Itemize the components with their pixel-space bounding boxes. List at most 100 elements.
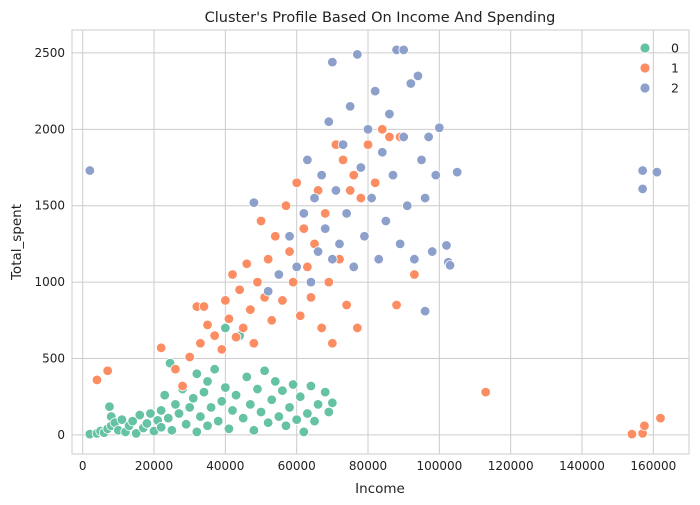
data-point-cluster-0 bbox=[170, 399, 181, 410]
legend-label: 2 bbox=[671, 81, 679, 96]
data-point-cluster-0 bbox=[302, 408, 313, 419]
data-point-cluster-1 bbox=[102, 365, 113, 376]
data-point-cluster-1 bbox=[202, 319, 213, 331]
data-point-cluster-2 bbox=[362, 124, 374, 135]
data-point-cluster-2 bbox=[398, 131, 409, 143]
data-point-cluster-2 bbox=[341, 208, 352, 219]
legend-label: 1 bbox=[671, 61, 679, 76]
data-point-cluster-0 bbox=[320, 386, 331, 398]
data-point-cluster-0 bbox=[295, 391, 306, 402]
data-point-cluster-1 bbox=[323, 276, 334, 288]
data-point-cluster-2 bbox=[405, 78, 417, 89]
data-point-cluster-2 bbox=[373, 253, 384, 265]
y-tick-label: 2500 bbox=[34, 46, 65, 60]
data-point-cluster-1 bbox=[337, 154, 349, 166]
data-point-cluster-2 bbox=[637, 183, 648, 195]
data-point-cluster-0 bbox=[252, 383, 263, 395]
data-point-cluster-2 bbox=[451, 166, 463, 178]
data-point-cluster-2 bbox=[334, 238, 345, 250]
data-point-cluster-0 bbox=[312, 399, 324, 410]
data-point-cluster-1 bbox=[344, 185, 356, 196]
data-point-cluster-0 bbox=[266, 394, 277, 405]
data-point-cluster-2 bbox=[369, 85, 381, 97]
x-tick-label: 20000 bbox=[135, 459, 173, 473]
data-point-cluster-1 bbox=[234, 284, 245, 295]
data-point-cluster-2 bbox=[84, 165, 96, 176]
data-point-cluster-1 bbox=[237, 322, 249, 334]
x-tick-label: 100000 bbox=[416, 459, 462, 473]
data-point-cluster-0 bbox=[216, 396, 227, 407]
data-point-cluster-2 bbox=[337, 139, 349, 150]
data-point-cluster-1 bbox=[298, 223, 310, 234]
data-point-cluster-0 bbox=[227, 405, 238, 416]
data-point-cluster-2 bbox=[434, 122, 445, 133]
x-tick-label: 140000 bbox=[559, 459, 605, 473]
data-point-cluster-1 bbox=[348, 169, 359, 181]
data-point-cluster-0 bbox=[280, 420, 292, 431]
data-point-cluster-2 bbox=[352, 49, 363, 60]
y-tick-label: 1000 bbox=[34, 275, 65, 289]
data-point-cluster-1 bbox=[255, 215, 267, 227]
data-point-cluster-0 bbox=[145, 408, 156, 419]
data-point-cluster-0 bbox=[291, 414, 302, 425]
data-point-cluster-0 bbox=[173, 408, 185, 419]
data-point-cluster-0 bbox=[130, 428, 142, 439]
data-point-cluster-2 bbox=[316, 169, 327, 181]
y-tick-label: 2000 bbox=[34, 122, 65, 136]
data-point-cluster-2 bbox=[323, 116, 334, 127]
data-point-cluster-0 bbox=[270, 376, 281, 387]
data-point-cluster-1 bbox=[155, 342, 167, 354]
data-point-cluster-2 bbox=[419, 192, 431, 204]
data-point-cluster-1 bbox=[369, 177, 381, 188]
data-point-cluster-0 bbox=[184, 402, 195, 413]
data-point-cluster-1 bbox=[327, 338, 338, 349]
data-point-cluster-2 bbox=[444, 260, 456, 271]
data-point-cluster-0 bbox=[195, 411, 206, 422]
chart-title: Cluster's Profile Based On Income And Sp… bbox=[205, 10, 556, 26]
data-point-cluster-2 bbox=[309, 192, 320, 204]
data-point-cluster-2 bbox=[427, 246, 438, 257]
data-point-cluster-1 bbox=[248, 338, 260, 349]
data-point-cluster-1 bbox=[280, 200, 292, 211]
x-tick-label: 0 bbox=[79, 459, 87, 473]
data-point-cluster-2 bbox=[355, 162, 367, 173]
legend-item-1: 1 bbox=[639, 61, 679, 76]
data-point-cluster-0 bbox=[277, 385, 288, 396]
data-point-cluster-2 bbox=[419, 305, 431, 317]
data-point-cluster-0 bbox=[298, 426, 310, 438]
data-point-cluster-1 bbox=[245, 304, 256, 315]
legend-item-2: 2 bbox=[639, 81, 679, 96]
data-point-cluster-2 bbox=[344, 101, 356, 112]
data-point-cluster-0 bbox=[188, 393, 199, 404]
data-point-cluster-1 bbox=[355, 192, 367, 204]
x-tick-label: 40000 bbox=[206, 459, 244, 473]
legend-item-0: 0 bbox=[639, 41, 679, 56]
data-point-cluster-2 bbox=[398, 44, 409, 56]
data-point-cluster-1 bbox=[291, 177, 302, 188]
data-point-cluster-1 bbox=[198, 301, 210, 312]
data-point-cluster-1 bbox=[639, 420, 650, 431]
data-point-cluster-0 bbox=[134, 409, 145, 421]
data-point-cluster-2 bbox=[441, 240, 452, 251]
data-point-cluster-2 bbox=[348, 261, 359, 273]
legend-label: 0 bbox=[671, 41, 679, 56]
data-point-cluster-1 bbox=[409, 269, 420, 280]
data-point-cluster-1 bbox=[352, 322, 363, 334]
data-point-cluster-1 bbox=[170, 364, 181, 375]
data-point-cluster-0 bbox=[248, 425, 260, 436]
data-point-cluster-0 bbox=[202, 420, 213, 431]
data-point-cluster-0 bbox=[223, 423, 235, 434]
data-point-cluster-2 bbox=[291, 261, 302, 273]
x-tick-label: 60000 bbox=[278, 459, 316, 473]
plot-area bbox=[71, 29, 690, 455]
data-point-cluster-2 bbox=[327, 56, 338, 68]
data-point-cluster-2 bbox=[416, 154, 427, 166]
data-point-cluster-0 bbox=[213, 415, 224, 427]
data-point-cluster-1 bbox=[384, 131, 395, 143]
data-point-cluster-2 bbox=[359, 231, 370, 242]
data-point-cluster-1 bbox=[480, 386, 491, 398]
legend: 0 1 2 bbox=[639, 41, 679, 96]
data-point-cluster-0 bbox=[166, 425, 178, 436]
data-point-cluster-1 bbox=[655, 412, 666, 424]
data-point-cluster-2 bbox=[409, 253, 420, 265]
